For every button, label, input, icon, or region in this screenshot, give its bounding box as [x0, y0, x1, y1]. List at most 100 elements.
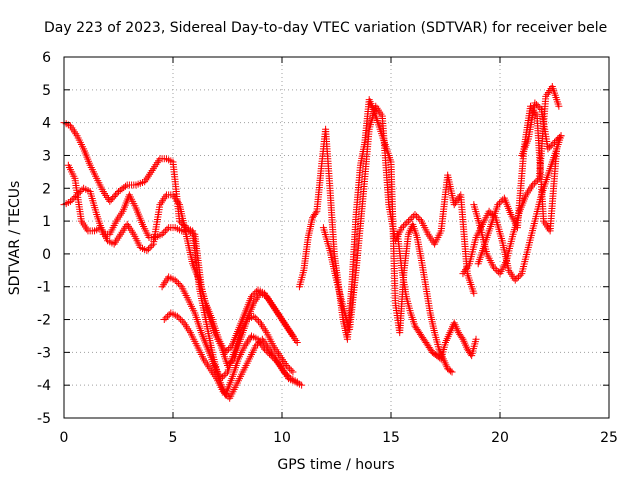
data-point — [552, 137, 560, 145]
data-point — [252, 288, 260, 296]
data-point — [553, 145, 561, 153]
series-track-c — [64, 161, 301, 356]
data-point — [511, 276, 519, 284]
x-tick-label: 15 — [382, 430, 400, 446]
data-point — [252, 342, 260, 350]
data-point — [513, 275, 521, 283]
data-point — [76, 188, 84, 196]
data-point — [547, 142, 555, 150]
data-point — [555, 133, 563, 141]
data-point — [174, 279, 182, 287]
data-point — [173, 312, 181, 320]
data-point — [176, 281, 184, 289]
data-point — [494, 201, 502, 209]
data-point — [448, 368, 456, 376]
data-point — [533, 101, 541, 109]
data-point — [251, 289, 259, 297]
data-point — [416, 215, 424, 223]
data-point — [286, 365, 294, 373]
data-point — [225, 345, 233, 353]
data-point — [491, 265, 499, 273]
data-point — [160, 229, 168, 237]
data-point — [531, 99, 539, 107]
data-point — [529, 181, 537, 189]
data-point — [554, 135, 562, 143]
data-point — [107, 196, 115, 204]
data-point — [293, 339, 301, 347]
data-point — [221, 389, 229, 397]
y-tick-label: 6 — [42, 50, 51, 66]
data-point — [109, 194, 117, 202]
data-point — [162, 314, 170, 322]
data-point — [284, 363, 292, 371]
data-point — [163, 225, 171, 233]
data-point — [312, 209, 320, 217]
data-point — [113, 189, 121, 197]
y-axis-label: SDTVAR / TECUs — [7, 181, 23, 296]
y-tick-label: 2 — [42, 181, 51, 197]
data-point — [158, 230, 166, 238]
data-point — [447, 367, 455, 375]
chart-title: Day 223 of 2023, Sidereal Day-to-day VTE… — [44, 20, 607, 36]
data-point — [255, 339, 263, 347]
plot-frame — [63, 56, 610, 419]
data-point — [222, 391, 230, 399]
data-point — [497, 197, 505, 205]
data-point — [408, 214, 416, 222]
data-point — [289, 368, 297, 376]
series-track-k — [474, 102, 561, 268]
data-point — [121, 182, 129, 190]
data-point — [282, 361, 290, 369]
y-tick-label: 1 — [42, 214, 51, 230]
data-point — [178, 317, 186, 325]
data-point — [516, 271, 524, 279]
y-tick-label: 3 — [42, 148, 51, 164]
axis-ticks: 0 5 10 15 20 25 -5 -4 -3 -2 -1 0 1 2 3 4 5 6 — [37, 50, 618, 446]
data-point — [68, 196, 76, 204]
x-axis-label: GPS time / hours — [277, 457, 394, 473]
series-track-a — [60, 119, 301, 399]
data-point — [164, 312, 172, 320]
data-point — [247, 293, 255, 301]
data-point — [485, 207, 493, 215]
data-point — [171, 276, 179, 284]
y-tick-label: -5 — [37, 411, 51, 427]
data-point — [175, 314, 183, 322]
x-tick-label: 20 — [491, 430, 509, 446]
data-point — [110, 192, 118, 200]
data-point — [173, 278, 181, 286]
data-point — [493, 266, 501, 274]
data-point — [251, 314, 259, 322]
data-point — [253, 316, 261, 324]
x-tick-label: 5 — [169, 430, 178, 446]
data-point — [398, 224, 406, 232]
data-point — [144, 245, 152, 253]
data-point — [250, 312, 258, 320]
data-point — [458, 334, 466, 342]
data-point — [146, 243, 154, 251]
y-tick-label: 0 — [42, 247, 51, 263]
data-point — [406, 215, 414, 223]
data-point — [220, 371, 228, 379]
x-tick-label: 10 — [273, 430, 291, 446]
data-point — [403, 219, 411, 227]
data-point — [255, 317, 263, 325]
data-point — [549, 140, 557, 148]
data-point — [143, 247, 151, 255]
data-point — [414, 214, 422, 222]
data-point — [472, 335, 480, 343]
data-point — [222, 370, 230, 378]
data-point — [221, 348, 229, 356]
data-point — [106, 197, 114, 205]
data-point — [489, 263, 497, 271]
data-point — [534, 102, 542, 110]
data-point — [253, 340, 261, 348]
data-point — [530, 179, 538, 187]
data-point — [515, 273, 523, 281]
y-tick-label: -1 — [37, 280, 51, 296]
series-track-l — [518, 99, 565, 159]
data-point — [536, 104, 544, 112]
y-tick-label: -2 — [37, 313, 51, 329]
data-point — [557, 132, 565, 140]
